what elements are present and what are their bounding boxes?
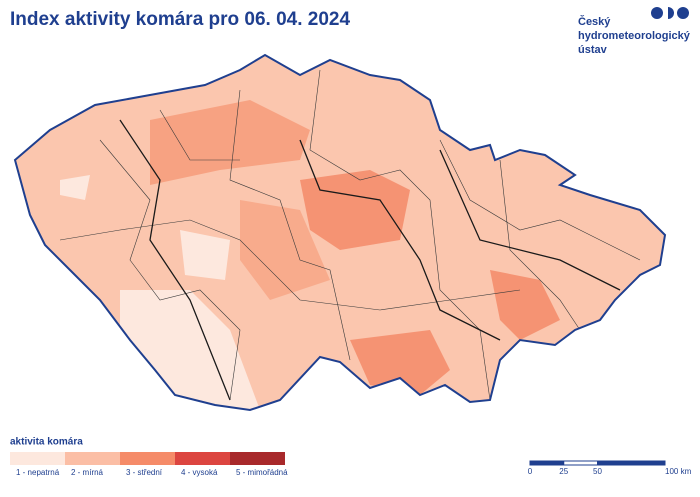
legend-label: 4 - vysoká [181, 468, 218, 477]
district-borders [59, 69, 641, 401]
legend-swatch [65, 452, 120, 465]
legend-label: 2 - mírná [71, 468, 104, 477]
mid-area [240, 200, 330, 300]
mid-area [150, 100, 310, 185]
low-area [60, 175, 90, 200]
legend-swatch [120, 452, 175, 465]
mid-area [490, 270, 560, 340]
scale-label: 50 [593, 467, 602, 476]
scale-label: 0 [528, 467, 533, 476]
legend-label: 3 - střední [126, 468, 163, 477]
logo-dot [651, 7, 663, 19]
scale-bar: 0 25 50 100 km [528, 460, 692, 476]
scale-label: 25 [559, 467, 568, 476]
scale-segment [597, 461, 665, 465]
logo-text: Český [578, 15, 611, 28]
mid-area [350, 330, 450, 395]
scale-segment [530, 461, 564, 465]
region-borders [119, 119, 621, 401]
logo-dot [677, 7, 689, 19]
logo-text: hydrometeorologický [578, 30, 691, 42]
legend-swatch [175, 452, 230, 465]
legend-label: 1 - nepatrná [16, 468, 60, 477]
legend-title: aktivita komára [10, 437, 83, 448]
map [15, 55, 665, 410]
logo-text: ústav [578, 44, 608, 56]
low-area [180, 230, 230, 280]
mid-area [300, 170, 410, 250]
legend: aktivita komára 1 - nepatrná 2 - mírná 3 -… [10, 437, 288, 477]
legend-swatch [230, 452, 285, 465]
logo-half [668, 7, 674, 19]
title: Index aktivity komára pro 06. 04. 2024 [10, 9, 351, 30]
scale-label: 100 km [665, 467, 692, 476]
legend-label: 5 - mimořádná [236, 468, 288, 477]
logo: Český hydrometeorologický ústav [578, 7, 691, 56]
legend-swatch [10, 452, 65, 465]
